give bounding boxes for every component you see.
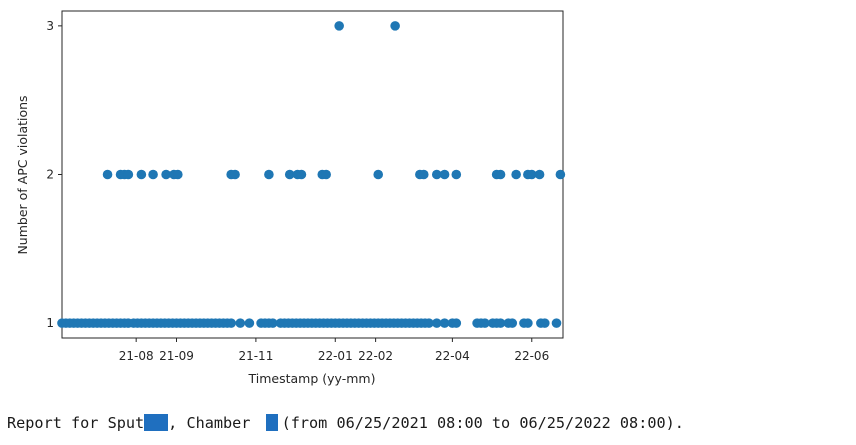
- scatter-point: [439, 169, 450, 180]
- scatter-point: [424, 318, 434, 328]
- scatter-point: [123, 169, 134, 180]
- report-middle: , Chamber: [168, 414, 260, 432]
- scatter-point: [495, 318, 506, 328]
- scatter-point: [431, 169, 442, 180]
- report-prefix: Report for Sput: [7, 414, 145, 432]
- scatter-point: [173, 169, 183, 180]
- scatter-point: [373, 169, 384, 180]
- scatter-point: [551, 318, 562, 328]
- scatter-point: [431, 318, 442, 328]
- scatter-point: [523, 318, 533, 328]
- y-tick-label: 3: [46, 19, 54, 33]
- scatter-point: [264, 169, 274, 180]
- scatter-points: [57, 21, 566, 328]
- x-tick-label: 22-02: [358, 349, 393, 363]
- scatter-point: [390, 21, 400, 31]
- y-axis-ticks: 1 2 3: [46, 19, 62, 330]
- scatter-point: [507, 318, 518, 328]
- scatter-point: [451, 318, 462, 328]
- redacted-tool-name: [144, 414, 169, 431]
- scatter-point: [161, 169, 171, 180]
- scatter-point: [555, 169, 566, 180]
- y-tick-label: 2: [46, 168, 54, 182]
- scatter-point: [230, 169, 240, 180]
- scatter-point: [268, 318, 278, 328]
- scatter-point: [511, 169, 521, 180]
- x-tick-label: 22-04: [435, 349, 470, 363]
- report-suffix: (from 06/25/2021 08:00 to 06/25/2022 08:…: [281, 414, 684, 432]
- x-axis-ticks: 21-08 21-09 21-11 22-01 22-02 22-04 22-06: [119, 338, 549, 363]
- x-tick-label: 22-01: [318, 349, 353, 363]
- scatter-point: [284, 169, 295, 180]
- scatter-point: [296, 169, 307, 180]
- scatter-point: [102, 169, 113, 180]
- scatter-point: [534, 169, 545, 180]
- x-tick-label: 21-09: [159, 349, 194, 363]
- scatter-point: [136, 169, 147, 180]
- x-axis-label: Timestamp (yy-mm): [248, 371, 376, 386]
- scatter-point: [439, 318, 450, 328]
- scatter-point: [226, 318, 236, 328]
- scatter-point: [334, 21, 344, 31]
- scatter-point: [235, 318, 246, 328]
- scatter-chart: 21-08 21-09 21-11 22-01 22-02 22-04 22-06 123 …: [15, 10, 566, 386]
- report-caption: Report for Sput , Chamber (from 06/25/202…: [7, 414, 684, 432]
- scatter-point: [244, 318, 255, 328]
- scatter-point: [495, 169, 506, 180]
- scatter-point: [418, 169, 429, 180]
- redacted-chamber-id: [265, 414, 278, 431]
- scatter-point: [321, 169, 331, 180]
- scatter-point: [148, 169, 158, 180]
- scatter-point: [480, 318, 490, 328]
- scatter-point: [451, 169, 462, 180]
- x-tick-label: 21-11: [238, 349, 273, 363]
- scatter-point: [539, 318, 550, 328]
- y-tick-label: 1: [46, 316, 54, 330]
- x-tick-label: 21-08: [119, 349, 154, 363]
- x-tick-label: 22-06: [514, 349, 549, 363]
- y-axis-label: Number of APC violations: [15, 95, 30, 254]
- scatter-point: [526, 169, 537, 180]
